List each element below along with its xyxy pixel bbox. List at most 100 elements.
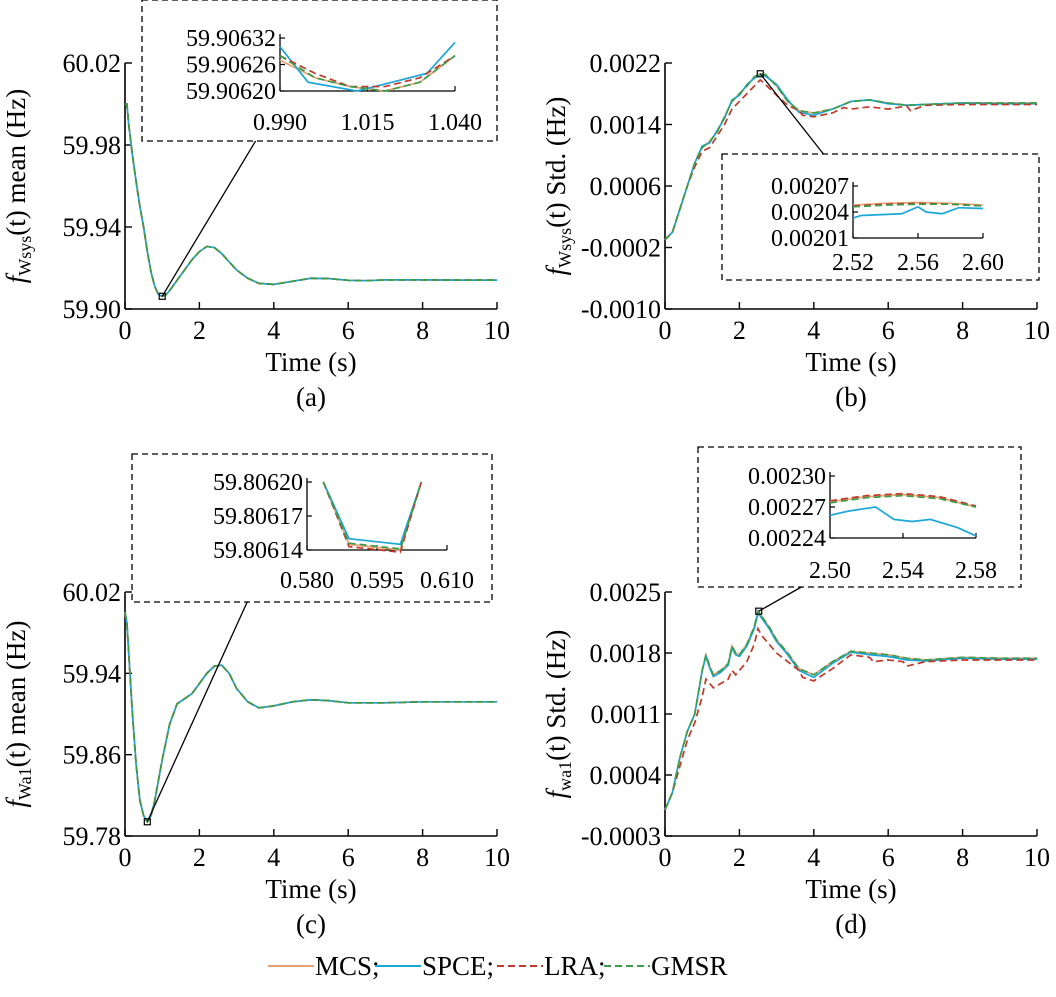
inset-x-tick-label: 0.595 [350,568,404,594]
inset: 59.80614 59.80617 59.80620 0.580 0.595 0.610 [131,453,493,603]
legend-label-gmsr: GMSR [651,951,728,981]
panel-label: (a) [296,382,326,412]
zoom-marker [158,292,166,300]
inset-x-tick-label: 0.610 [420,568,474,594]
inset-x-tick-label: 2.56 [897,250,939,276]
x-tick-label: 10 [484,843,510,872]
panel-c: 0 2 4 6 8 10 59.78 59.86 59.94 60.02 Time (s) (c) fW… [1,453,510,939]
inset-frame [697,446,1022,588]
zoom-marker [143,818,151,826]
zoom-connector [161,140,257,297]
inset-x-tick-label: 2.50 [809,558,851,584]
x-axis-label: Time (s) [265,347,356,377]
inset-series-line-mcs [852,201,984,206]
panel-label: (d) [835,909,866,939]
x-tick-label: 0 [119,316,132,345]
inset-frame [141,0,498,142]
panel-a: 0 2 4 6 8 10 59.90 59.94 59.98 60.02 Time (s) (a) fW… [1,0,510,412]
series-line-mcs [124,612,497,824]
x-tick-label: 2 [193,316,206,345]
inset-x-tick-label: 2.54 [882,558,924,584]
y-tick-label: 0.0018 [590,639,662,668]
x-tick-label: 6 [342,843,355,872]
inset-y-tick-label: 59.80620 [213,470,303,496]
inset-series-line-spce [852,205,984,219]
y-tick-label: 60.02 [63,49,122,78]
inset-series-line-gmsr [322,481,423,550]
x-tick-label: 8 [416,316,429,345]
inset-x-tick-label: 1.015 [341,110,395,136]
x-tick-label: 6 [882,316,895,345]
y-tick-label: 0.0004 [590,761,662,790]
inset-x-tick-label: 0.580 [280,568,334,594]
series-line-lra [124,612,497,824]
zoom-connector [759,73,824,155]
y-tick-label: 59.86 [63,741,122,770]
x-tick-label: 8 [416,843,429,872]
x-tick-label: 2 [193,843,206,872]
legend-label-spce: SPCE; [422,951,494,981]
inset-frame [721,153,1040,281]
inset-y-tick-label: 0.00201 [771,226,849,252]
y-tick-label: 59.94 [63,213,122,242]
x-axis-label: Time (s) [265,874,356,904]
inset-series-line-gmsr [279,54,456,92]
inset-y-tick-label: 59.80614 [213,538,303,564]
y-tick-label: 0.0014 [590,111,662,140]
series-line-gmsr [124,612,497,824]
y-tick-label: 0.0025 [590,578,662,607]
inset-y-tick-label: 0.00207 [771,174,849,200]
inset-x-tick-label: 2.58 [955,558,997,584]
inset-series-line-spce [279,41,456,92]
zoom-connector [758,586,802,612]
legend: MCS; SPCE; LRA; GMSR [268,951,728,981]
y-tick-label: 59.78 [63,822,122,851]
y-tick-label: 59.98 [63,131,122,160]
y-tick-label: 59.90 [63,295,122,324]
x-tick-label: 2 [733,843,746,872]
x-tick-label: 4 [267,316,280,345]
x-tick-label: 4 [807,843,820,872]
x-tick-label: 4 [807,316,820,345]
series-line-spce [124,612,497,824]
y-axis-label: fWsys(t) mean (Hz) [1,89,35,283]
inset-series-line-spce [829,506,977,537]
inset-y-tick-label: 0.00204 [771,200,849,226]
x-tick-label: 8 [956,316,969,345]
legend-label-lra: LRA; [544,951,606,981]
series-line-gmsr [125,103,497,298]
y-axis-label: fWsys(t) Std. (Hz) [541,97,575,276]
x-tick-label: 10 [1024,843,1050,872]
x-axis-label: Time (s) [805,874,896,904]
inset-y-tick-label: 59.90632 [186,26,276,52]
inset-x-tick-label: 2.60 [962,250,1004,276]
x-tick-label: 10 [1024,316,1050,345]
inset-frame [131,453,493,603]
x-tick-label: 6 [342,316,355,345]
y-tick-label: 60.02 [63,578,122,607]
zoom-connector [146,601,248,823]
y-tick-label: 59.94 [63,659,122,688]
y-axis-label: fWa1(t) mean (Hz) [1,621,35,808]
x-axis-label: Time (s) [805,347,896,377]
x-tick-label: 6 [882,843,895,872]
inset-x-tick-label: 0.990 [253,110,307,136]
zoom-marker [755,607,763,615]
panel-label: (c) [296,909,326,939]
y-tick-label: -0.0002 [581,234,661,263]
y-tick-label: -0.0010 [581,295,661,324]
y-tick-label: 0.0022 [590,49,662,78]
panel-b: 0 2 4 6 8 10 -0.0010 -0.0002 0.0006 0.0014 0.0022 T… [541,49,1050,412]
x-tick-label: 8 [956,843,969,872]
inset-x-tick-label: 2.52 [832,250,874,276]
series-line-spce [664,610,1037,811]
y-axis-label: fwa1(t) Std. (Hz) [541,630,575,799]
inset-series-line-lra [829,492,977,507]
inset-y-tick-label: 0.00230 [748,464,826,490]
x-tick-label: 2 [733,316,746,345]
y-tick-label: -0.0003 [581,822,661,851]
inset-series-line-lra [279,54,456,88]
